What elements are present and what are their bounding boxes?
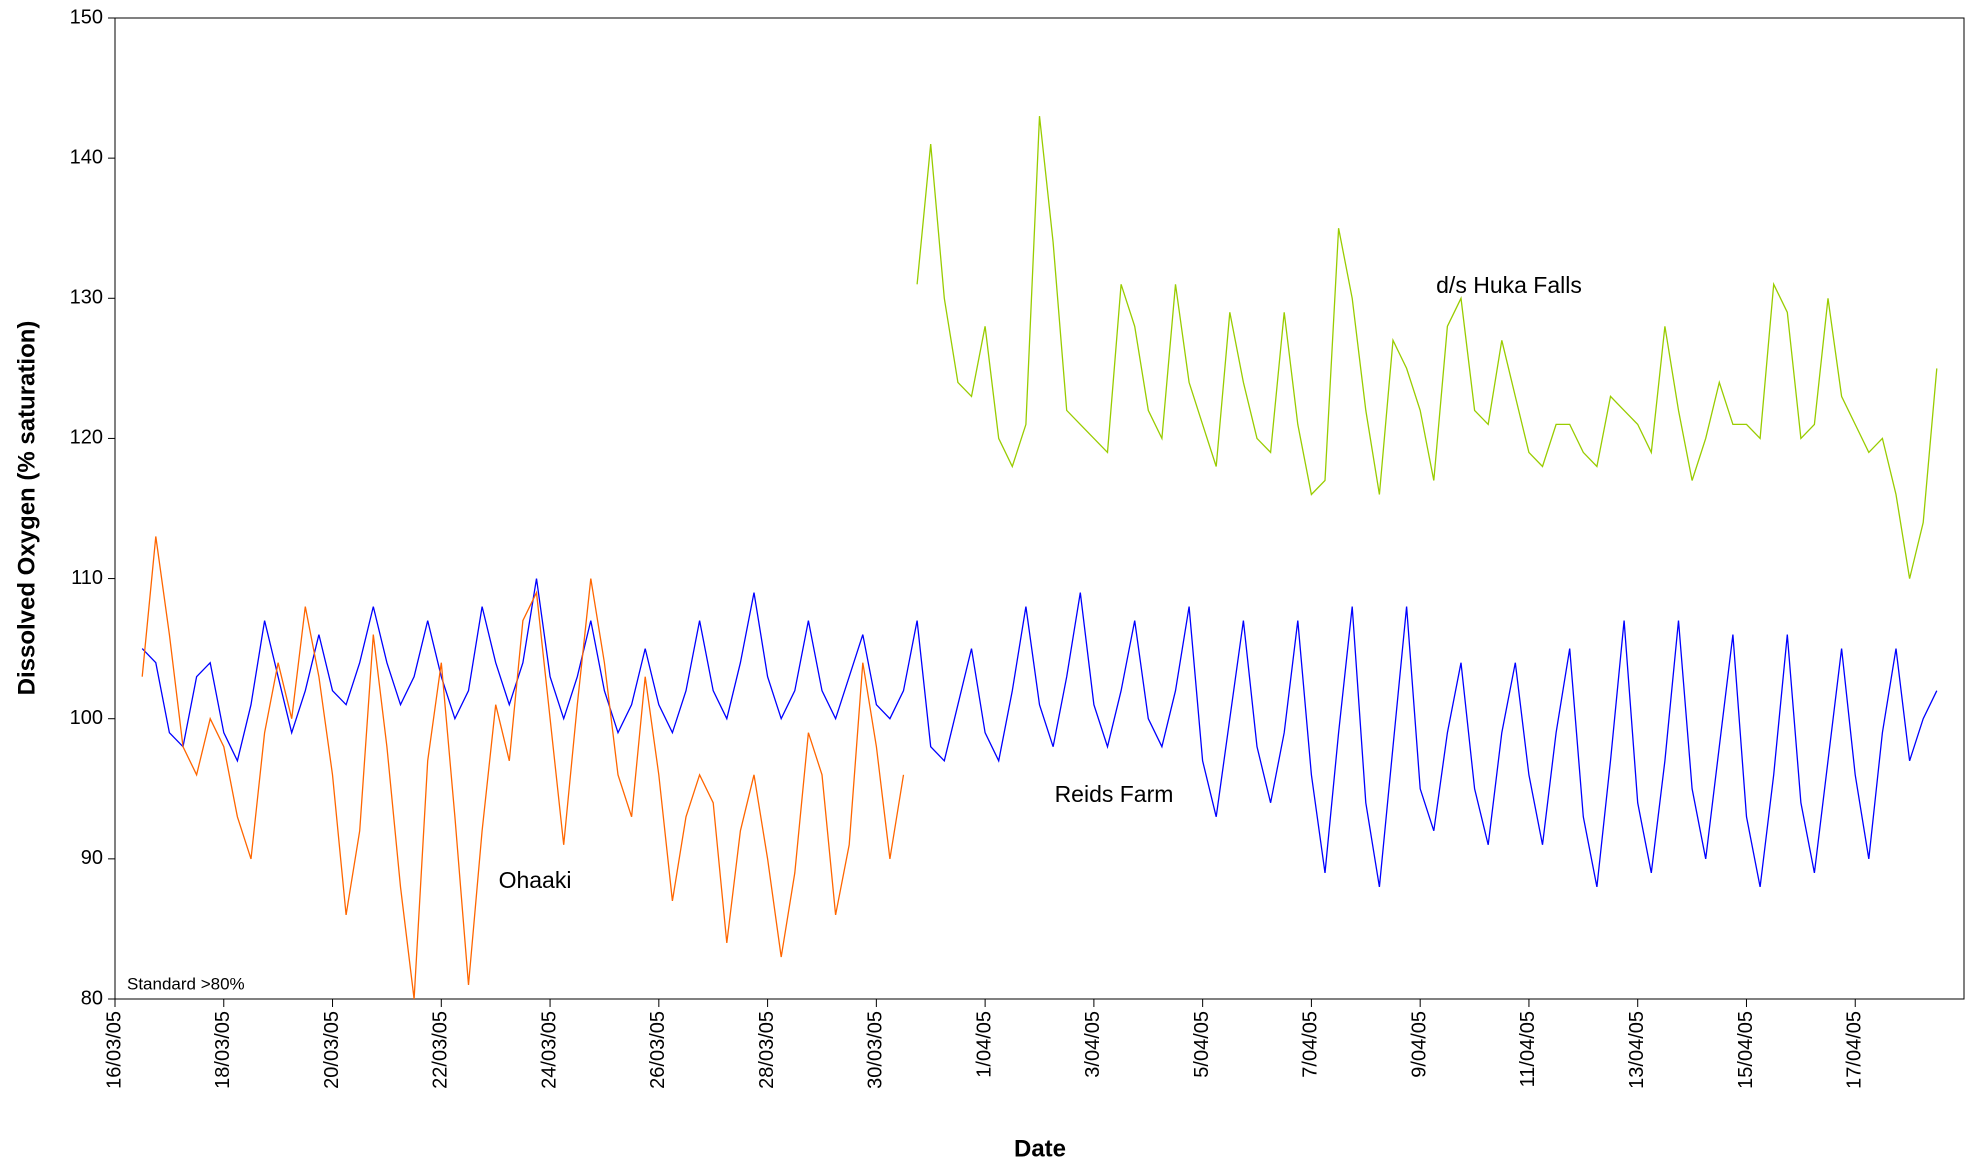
x-tick-label: 7/04/05 xyxy=(1300,1011,1322,1078)
plot-frame xyxy=(114,17,1965,1000)
y-tick-label: 120 xyxy=(70,427,103,449)
y-tick-label: 90 xyxy=(81,847,103,869)
x-tick-label: 26/03/05 xyxy=(647,1011,669,1089)
series-label: Reids Farm xyxy=(1055,781,1174,807)
series-line xyxy=(916,116,1938,579)
y-tick-label: 100 xyxy=(70,707,103,729)
y-tick-label: 150 xyxy=(70,6,103,28)
x-tick-label: 13/04/05 xyxy=(1626,1011,1648,1089)
y-tick-label: 110 xyxy=(71,567,103,589)
x-tick-label: 28/03/05 xyxy=(756,1011,778,1089)
x-tick-label: 20/03/05 xyxy=(321,1011,343,1089)
x-tick-label: 22/03/05 xyxy=(430,1011,452,1089)
x-tick-label: 1/04/05 xyxy=(973,1011,995,1078)
x-tick-label: 30/03/05 xyxy=(865,1011,887,1089)
x-axis-title: Date xyxy=(1014,1135,1066,1162)
x-tick-label: 11/04/05 xyxy=(1517,1011,1539,1087)
annotation: Standard >80% xyxy=(127,974,245,993)
y-axis-title: Dissolved Oxygen (% saturation) xyxy=(13,321,40,696)
x-tick-label: 15/04/05 xyxy=(1735,1011,1757,1089)
x-tick-label: 18/03/05 xyxy=(212,1011,234,1089)
x-tick-label: 24/03/05 xyxy=(538,1011,560,1089)
series-line xyxy=(141,578,1938,888)
x-tick-label: 16/03/05 xyxy=(103,1011,125,1089)
x-tick-label: 3/04/05 xyxy=(1082,1011,1104,1078)
x-tick-label: 5/04/05 xyxy=(1191,1011,1213,1078)
y-tick-label: 130 xyxy=(70,287,103,309)
y-tick-label: 80 xyxy=(81,987,103,1009)
series-label: Ohaaki xyxy=(499,867,572,893)
series-line xyxy=(141,536,905,1000)
x-tick-label: 9/04/05 xyxy=(1408,1011,1430,1078)
y-tick-label: 140 xyxy=(70,146,103,168)
series-label: d/s Huka Falls xyxy=(1436,272,1582,298)
x-tick-label: 17/04/05 xyxy=(1844,1011,1866,1089)
